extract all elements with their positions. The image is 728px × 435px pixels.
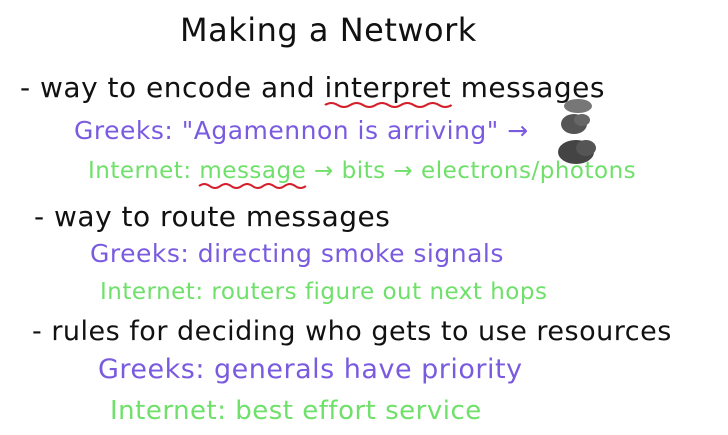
messages-word: messages <box>460 71 605 104</box>
message-underlined: message <box>198 158 307 189</box>
smoke-signal-icon <box>558 99 596 164</box>
internet-label: Internet: <box>88 158 192 184</box>
internet-route-example: Internet: routers figure out next hops <box>100 279 548 305</box>
interpret-underlined: interpret <box>323 71 452 108</box>
red-squiggle-underline <box>323 102 452 108</box>
greeks-route-example: Greeks: directing smoke signals <box>90 239 504 268</box>
point-encode-text: - way to encode and <box>20 71 316 104</box>
greeks-encode-example: Greeks: "Agamennon is arriving" → <box>74 116 529 145</box>
bits-chain: → bits → electrons/photons <box>314 158 637 184</box>
point-encode-heading: - way to encode and interpret messages <box>20 71 605 108</box>
page-title: Making a Network <box>180 11 477 49</box>
point-route-heading: - way to route messages <box>34 200 391 233</box>
internet-rules-example: Internet: best effort service <box>110 396 482 426</box>
red-squiggle-underline <box>198 183 307 189</box>
interpret-word: interpret <box>324 71 452 104</box>
point-rules-heading: - rules for deciding who gets to use res… <box>32 316 672 347</box>
greeks-rules-example: Greeks: generals have priority <box>98 354 523 385</box>
message-word: message <box>199 158 307 184</box>
internet-encode-example: Internet: message → bits → electrons/pho… <box>88 158 637 189</box>
